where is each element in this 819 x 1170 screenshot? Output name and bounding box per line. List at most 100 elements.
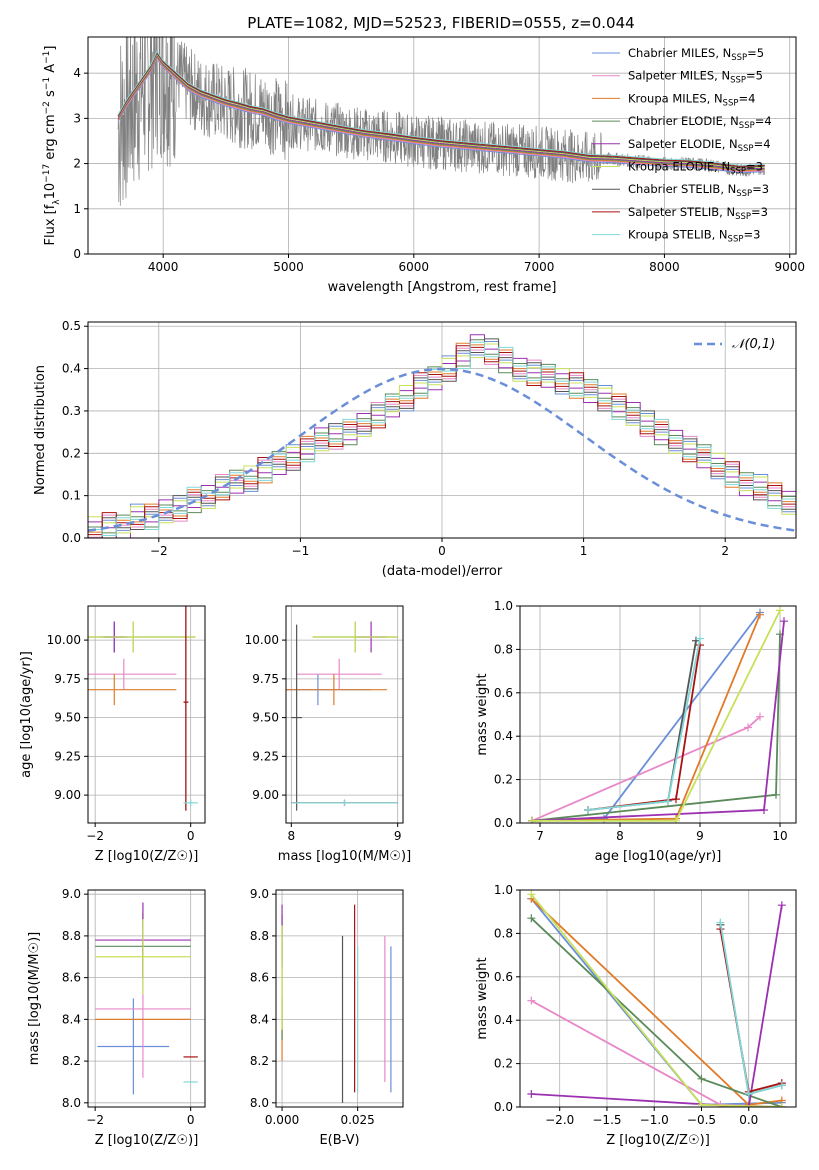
legend-entry: Kroupa ELODIE, NSSP=3	[628, 160, 763, 177]
weight-marker	[760, 805, 768, 814]
y-tick-label: 0.2	[494, 1057, 513, 1071]
y-tick-label: 8.6	[62, 971, 81, 985]
legend-text: =3	[743, 228, 760, 242]
model-line-1	[117, 56, 765, 173]
plot-area	[117, 37, 766, 206]
model-line-3	[117, 54, 765, 171]
legend-entry: Salpeter STELIB, NSSP=3	[628, 205, 768, 222]
y-tick-label: 0.8	[494, 642, 513, 656]
weight-marker	[584, 805, 592, 814]
y-tick-label: 9.75	[54, 672, 81, 686]
legend-text: Salpeter ELODIE, N	[628, 137, 738, 151]
axes-frame	[87, 605, 206, 824]
y-tick-label: 0.0	[62, 531, 81, 545]
weight-line-7	[719, 928, 783, 1093]
legend-sub: SSP	[736, 189, 752, 199]
weight-marker	[527, 1089, 536, 1098]
x-tick-label: −1.0	[640, 1113, 669, 1127]
y-tick-label: 8.8	[250, 929, 269, 943]
panel-residuals: −2 −1 0 1 2 0.0 0.1 0.2 0.3 0.4 0.5 (data-model)/er…	[33, 319, 797, 579]
weight-marker	[744, 723, 752, 732]
y-tick-label: 0.4	[62, 362, 81, 376]
weight-line-6	[719, 924, 783, 1096]
x-axis-label: Z [log10(Z/Z☉)]	[606, 1133, 710, 1148]
x-tick-label: 7000	[524, 260, 555, 274]
y-tick-label: 9.00	[252, 788, 279, 802]
x-tick-label: 0.0	[739, 1113, 758, 1127]
x-tick-label: −1.5	[592, 1113, 621, 1127]
x-tick-label: 1	[580, 544, 588, 558]
weight-marker	[756, 610, 764, 619]
y-tick-label: 0.2	[494, 773, 513, 787]
legend-sub: SSP	[731, 53, 747, 63]
legend-sub: SSP	[730, 167, 746, 177]
y-tick-label: 0.0	[494, 816, 513, 830]
label-part: erg cm	[43, 114, 58, 163]
legend-text: =3	[752, 182, 769, 196]
legend-text: =3	[751, 205, 768, 219]
x-tick-label: −0.5	[687, 1113, 716, 1127]
weight-marker	[776, 606, 784, 615]
y-tick-label: 9.25	[252, 749, 279, 763]
legend-text: Kroupa MILES, N	[628, 91, 723, 105]
legend-entry: Chabrier ELODIE, NSSP=4	[628, 114, 772, 131]
weight-marker	[527, 996, 536, 1005]
legend-text: =3	[746, 160, 763, 174]
legend-sub: SSP	[738, 144, 754, 154]
x-tick-label: −2.0	[545, 1113, 574, 1127]
plot-area	[286, 621, 398, 811]
weight-marker	[672, 816, 680, 823]
legend-sub: SSP	[739, 121, 755, 131]
weight-line-0	[531, 611, 761, 822]
legend-text: Salpeter STELIB, N	[628, 205, 735, 219]
weight-line-3	[531, 634, 781, 822]
weight-marker	[696, 634, 704, 643]
y-tick-label: 9.0	[62, 887, 81, 901]
figure-title: PLATE=1082, MJD=52523, FIBERID=0555, z=0…	[247, 14, 634, 32]
weight-marker	[772, 790, 780, 799]
weight-line-8	[719, 922, 783, 1096]
panel-age_vs_Z: −2 0 9.00 9.25 9.50 9.75 10.00 Z [log10(Z/Z☉)] a…	[19, 605, 206, 864]
plot-area	[528, 606, 788, 823]
y-tick-label: 8.0	[62, 1096, 81, 1110]
weight-line-2	[530, 898, 782, 1106]
legend-entry: Chabrier MILES, NSSP=5	[628, 46, 764, 63]
y-tick-label: 9.50	[252, 711, 279, 725]
y-axis-label: age [log10(age/yr)]	[19, 651, 34, 778]
x-tick-label: 6000	[399, 260, 430, 274]
weight-marker	[777, 1103, 786, 1107]
y-tick-label: 0.5	[62, 319, 81, 333]
panel-weight_vs_age: 7 8 9 10 0.0 0.2 0.4 0.6 0.8 1.0 age [log10(age/yr…	[475, 599, 797, 864]
x-axis-label: E(B-V)	[319, 1133, 359, 1148]
weight-marker	[716, 918, 725, 927]
y-tick-label: 10.00	[47, 633, 81, 647]
x-tick-label: 8	[616, 829, 624, 843]
panel-mass_vs_Z: −2 0 8.0 8.2 8.4 8.6 8.8 9.0 Z [log10(Z/Z☉)] mass…	[27, 887, 206, 1148]
weight-line-5	[530, 893, 782, 1107]
legend-entry: Chabrier STELIB, NSSP=3	[628, 182, 769, 199]
weight-line-8	[587, 638, 701, 811]
x-tick-label: 9	[394, 829, 402, 843]
x-tick-label: 4000	[148, 260, 179, 274]
y-axis-label: Flux [fλ10−17 erg cm−2 s−1 A−1]	[42, 46, 62, 246]
label-part: ]	[43, 46, 58, 51]
legend-entry: 𝒩(0,1)	[732, 337, 775, 352]
legend-text: Chabrier MILES, N	[628, 46, 731, 60]
x-axis-label: Z [log10(Z/Z☉)]	[95, 849, 199, 864]
panel-mass_vs_EBV: 0.000 0.025 8.0 8.2 8.4 8.6 8.8 9.0 E(B-V)	[250, 887, 404, 1148]
weight-marker	[777, 901, 786, 910]
x-tick-label: 10	[772, 829, 787, 843]
weight-line-4	[531, 905, 783, 1107]
model-line-2	[117, 55, 765, 172]
y-tick-label: 8.8	[62, 929, 81, 943]
legend-text: =5	[747, 46, 764, 60]
weight-marker	[664, 797, 672, 806]
weight-marker	[527, 890, 536, 899]
weight-line-4	[531, 621, 785, 822]
legend-text: =5	[746, 69, 763, 83]
y-tick-label: 0.6	[494, 970, 513, 984]
y-axis-label: mass weight	[475, 957, 490, 1039]
x-axis-label: mass [log10(M/M☉)]	[278, 849, 411, 864]
y-axis-label: mass weight	[475, 673, 490, 755]
